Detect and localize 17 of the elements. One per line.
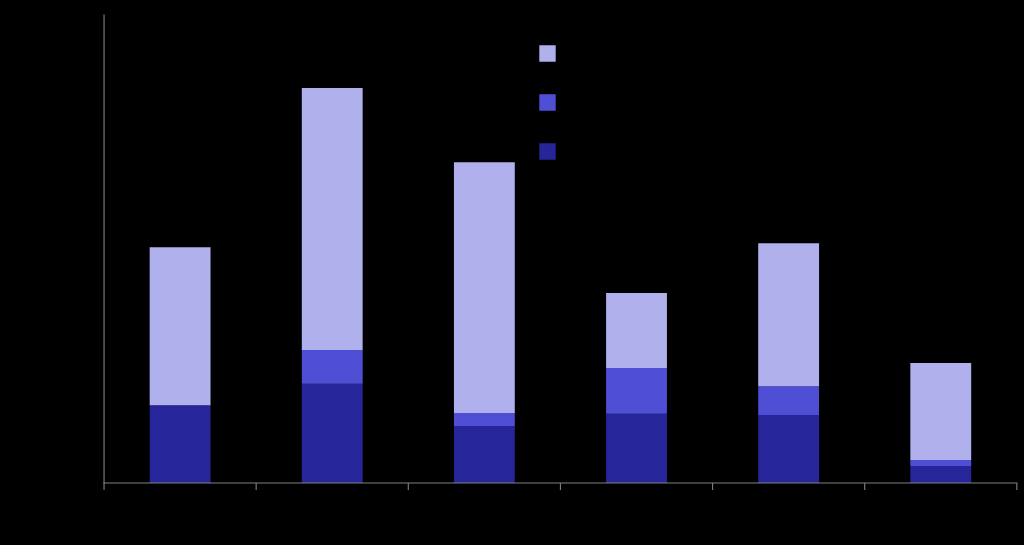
bar bbox=[301, 383, 363, 483]
bar bbox=[606, 368, 667, 414]
bar bbox=[910, 362, 972, 461]
bar bbox=[910, 460, 972, 466]
bar bbox=[301, 349, 363, 384]
bar bbox=[606, 413, 667, 483]
bar bbox=[453, 162, 515, 414]
bar bbox=[149, 405, 211, 483]
bar bbox=[149, 247, 211, 406]
bar bbox=[910, 466, 972, 483]
bar bbox=[758, 415, 820, 483]
bar bbox=[453, 413, 515, 427]
bar bbox=[453, 426, 515, 483]
bar bbox=[301, 88, 363, 350]
bar bbox=[606, 293, 667, 369]
bar bbox=[758, 386, 820, 416]
bar bbox=[758, 243, 820, 387]
